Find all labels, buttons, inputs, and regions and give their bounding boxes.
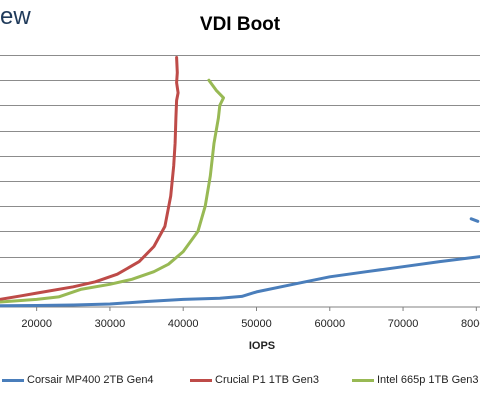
x-tick-label: 30000 [95,318,126,330]
logo-fragment: ew [0,3,31,30]
legend-item-crucial: Crucial P1 1TB Gen3 [190,374,319,386]
legend-swatch-crucial [190,378,212,382]
x-axis-title: IOPS [249,340,275,352]
chart-title: VDI Boot [199,14,281,35]
x-tick-label: 70000 [388,318,419,330]
series-line-4 [0,78,225,304]
x-axis-ticks: 20000 30000 40000 50000 60000 70000 80000 [21,307,480,330]
x-tick-label: 50000 [241,318,272,330]
legend-swatch-corsair [2,378,24,382]
x-tick-label: 20000 [21,318,52,330]
series-line-3 [0,56,180,301]
legend-swatch-intel [352,378,374,382]
gridlines [0,55,480,308]
legend-item-intel: Intel 665p 1TB Gen3 [352,374,479,386]
x-tick-label: 80000 [461,318,480,330]
legend-label-crucial: Crucial P1 1TB Gen3 [215,374,319,386]
series-line-1 [0,255,480,308]
series-line-2 [469,217,480,223]
x-tick-label: 40000 [168,318,199,330]
legend-label-intel: Intel 665p 1TB Gen3 [377,374,479,386]
x-tick-label: 60000 [314,318,345,330]
legend-label-corsair: Corsair MP400 2TB Gen4 [27,374,154,386]
series-lines [0,56,480,308]
legend: Corsair MP400 2TB Gen4 Crucial P1 1TB Ge… [0,374,480,390]
legend-item-corsair: Corsair MP400 2TB Gen4 [2,374,154,386]
